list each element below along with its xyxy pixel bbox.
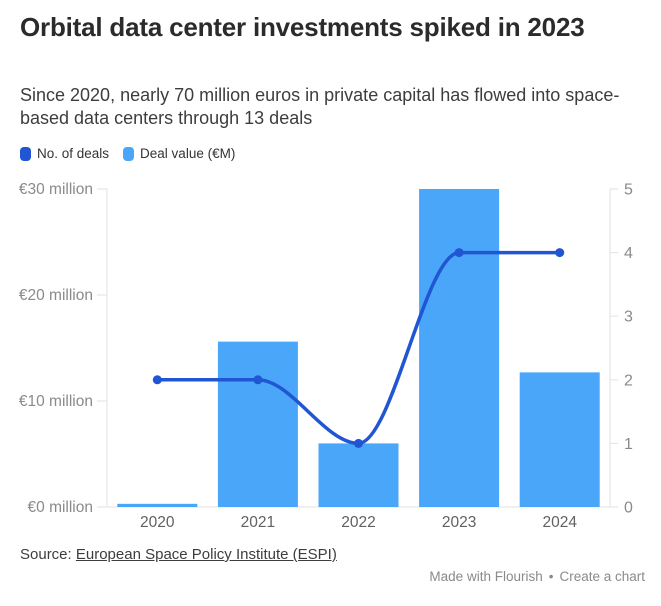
legend-swatch-icon (20, 146, 31, 161)
line-point-2024[interactable] (555, 248, 565, 258)
legend-item-0[interactable]: No. of deals (20, 146, 109, 161)
chart-title: Orbital data center investments spiked i… (20, 12, 585, 42)
right-axis-tick-label: 3 (624, 309, 633, 326)
x-axis-category-label: 2022 (341, 514, 375, 531)
source-line: Source: European Space Policy Institute … (20, 546, 337, 563)
legend-item-label: Deal value (€M) (140, 146, 236, 161)
right-axis-tick-label: 1 (624, 436, 633, 453)
x-axis-category-label: 2024 (542, 514, 577, 531)
source-prefix: Source: (20, 546, 76, 563)
x-axis-category-label: 2021 (241, 514, 275, 531)
left-axis-tick-label: €20 million (19, 287, 93, 304)
bar-2023[interactable] (419, 189, 500, 507)
line-point-2023[interactable] (454, 248, 464, 258)
bar-2022[interactable] (318, 443, 399, 507)
legend-item-1[interactable]: Deal value (€M) (123, 146, 235, 161)
bar-2020[interactable] (117, 503, 198, 507)
legend-item-label: No. of deals (37, 146, 110, 161)
right-axis-tick-label: 0 (624, 500, 633, 517)
attribution-separator: • (548, 569, 554, 584)
attribution: Made with Flourish • Create a chart (429, 569, 645, 584)
line-point-2021[interactable] (253, 375, 263, 385)
bar-2021[interactable] (217, 341, 298, 507)
right-axis-tick-label: 4 (624, 245, 633, 262)
left-axis-tick-label: €0 million (28, 499, 93, 516)
chart-canvas: €0 million €10 million €20 million €30 mill… (19, 181, 633, 531)
right-axis-tick-label: 5 (624, 182, 633, 199)
line-point-2020[interactable] (152, 375, 162, 385)
left-axis-tick-label: €10 million (19, 393, 93, 410)
source-link[interactable]: European Space Policy Institute (ESPI) (75, 546, 337, 563)
line-point-2022[interactable] (354, 438, 363, 448)
bar-2024[interactable] (519, 372, 600, 507)
made-with-flourish-link[interactable]: Made with Flourish (429, 569, 543, 584)
left-axis-tick-label: €30 million (19, 181, 93, 198)
legend-swatch-icon (123, 146, 135, 161)
legend: No. of deals Deal value (€M) (20, 146, 235, 161)
x-axis-category-label: 2020 (140, 514, 175, 531)
deals-line (155, 250, 562, 446)
right-axis-tick-label: 2 (624, 372, 633, 389)
chart-subtitle: Since 2020, nearly 70 million euros in p… (20, 85, 620, 129)
x-axis-category-label: 2023 (442, 514, 476, 531)
create-a-chart-link[interactable]: Create a chart (559, 569, 645, 584)
